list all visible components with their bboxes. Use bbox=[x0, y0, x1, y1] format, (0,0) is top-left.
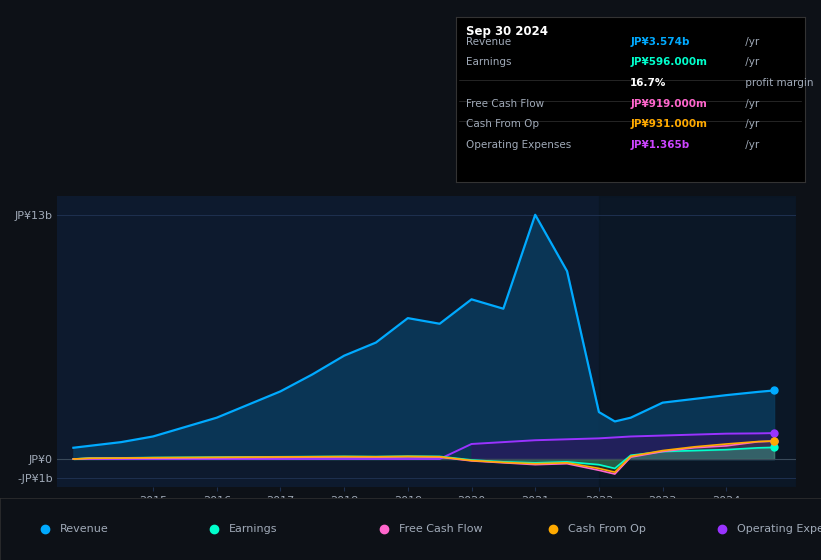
Text: Free Cash Flow: Free Cash Flow bbox=[466, 99, 544, 109]
Text: Earnings: Earnings bbox=[466, 57, 511, 67]
Text: JP¥596.000m: JP¥596.000m bbox=[631, 57, 707, 67]
Text: profit margin: profit margin bbox=[742, 78, 814, 88]
Text: Operating Expenses: Operating Expenses bbox=[466, 140, 571, 150]
Text: Cash From Op: Cash From Op bbox=[568, 524, 646, 534]
Text: /yr: /yr bbox=[742, 57, 759, 67]
Text: JP¥1.365b: JP¥1.365b bbox=[631, 140, 690, 150]
Text: Earnings: Earnings bbox=[229, 524, 277, 534]
Text: Free Cash Flow: Free Cash Flow bbox=[399, 524, 482, 534]
Text: JP¥3.574b: JP¥3.574b bbox=[631, 36, 690, 46]
Text: /yr: /yr bbox=[742, 99, 759, 109]
Text: Cash From Op: Cash From Op bbox=[466, 119, 539, 129]
Text: Operating Expenses: Operating Expenses bbox=[737, 524, 821, 534]
Text: Revenue: Revenue bbox=[60, 524, 108, 534]
Text: /yr: /yr bbox=[742, 119, 759, 129]
Text: 16.7%: 16.7% bbox=[631, 78, 667, 88]
Text: JP¥931.000m: JP¥931.000m bbox=[631, 119, 707, 129]
Text: /yr: /yr bbox=[742, 36, 759, 46]
Bar bbox=[599, 196, 796, 487]
Text: Sep 30 2024: Sep 30 2024 bbox=[466, 25, 548, 38]
Text: /yr: /yr bbox=[742, 140, 759, 150]
Text: Revenue: Revenue bbox=[466, 36, 511, 46]
Text: JP¥919.000m: JP¥919.000m bbox=[631, 99, 707, 109]
